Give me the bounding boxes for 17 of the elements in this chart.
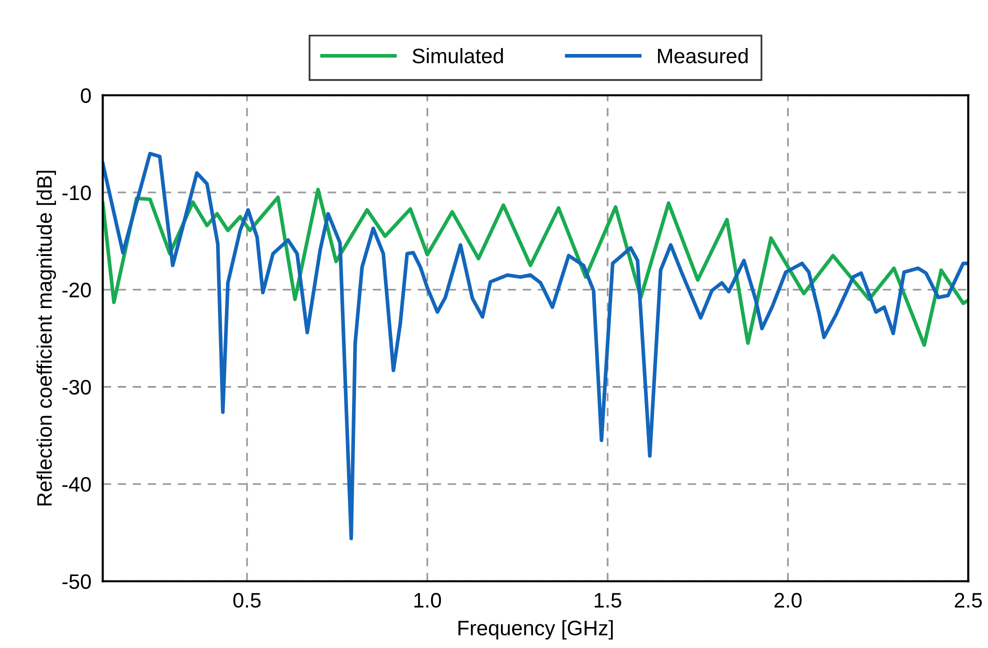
line-series [102, 152, 968, 540]
y-tick-label: -50 [62, 574, 91, 590]
y-axis-title: Reflection coefficient magnitude [dB] [36, 170, 56, 506]
x-tick-label: 2.5 [954, 592, 982, 608]
y-tick-label: -10 [62, 185, 91, 200]
x-axis-title: Frequency [GHz] [458, 620, 613, 640]
x-tick-label: 1.5 [594, 593, 622, 608]
y-tick-label: 0 [80, 88, 91, 104]
y-tick-label: -30 [62, 380, 91, 395]
y-tick-label: -20 [62, 282, 91, 298]
legend-label: Simulated [412, 48, 503, 64]
line-series [102, 188, 968, 347]
x-tick-label: 1.0 [414, 592, 441, 608]
y-tick-label: -40 [62, 477, 91, 492]
legend-label: Measured [658, 48, 748, 64]
x-tick-label: 0.5 [233, 592, 261, 608]
x-tick-label: 2.0 [774, 592, 802, 608]
